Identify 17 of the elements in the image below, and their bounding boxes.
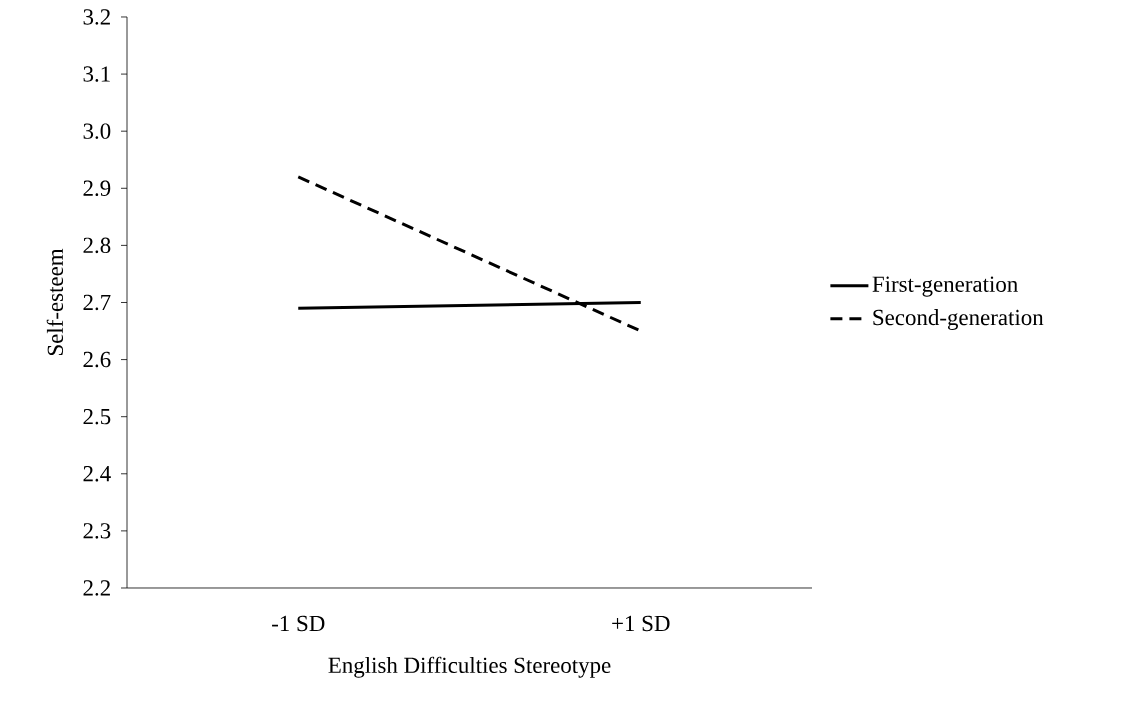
y-tick-label: 2.8 <box>83 237 111 254</box>
x-tick-label: +1 SD <box>612 615 670 632</box>
y-tick-label: 2.4 <box>83 466 111 482</box>
y-tick-label: 3.2 <box>83 9 110 25</box>
y-tick-label: 3.0 <box>83 123 111 139</box>
y-tick-label: 2.9 <box>83 180 111 197</box>
legend-label: Second-generation <box>873 309 1044 330</box>
x-axis-title: English Difficulties Stereotype <box>328 656 611 678</box>
y-tick-label: 2.6 <box>83 351 111 368</box>
x-tick-label: -1 SD <box>272 615 325 632</box>
y-tick-label: 2.3 <box>83 523 111 539</box>
y-axis-title: Self-esteem <box>46 248 64 356</box>
legend-label: First-generation <box>872 276 1018 297</box>
y-tick-label: 3.1 <box>83 66 110 82</box>
y-tick-label: 2.2 <box>83 580 110 596</box>
y-tick-label: 2.5 <box>83 408 111 425</box>
y-tick-label: 2.7 <box>83 294 111 311</box>
